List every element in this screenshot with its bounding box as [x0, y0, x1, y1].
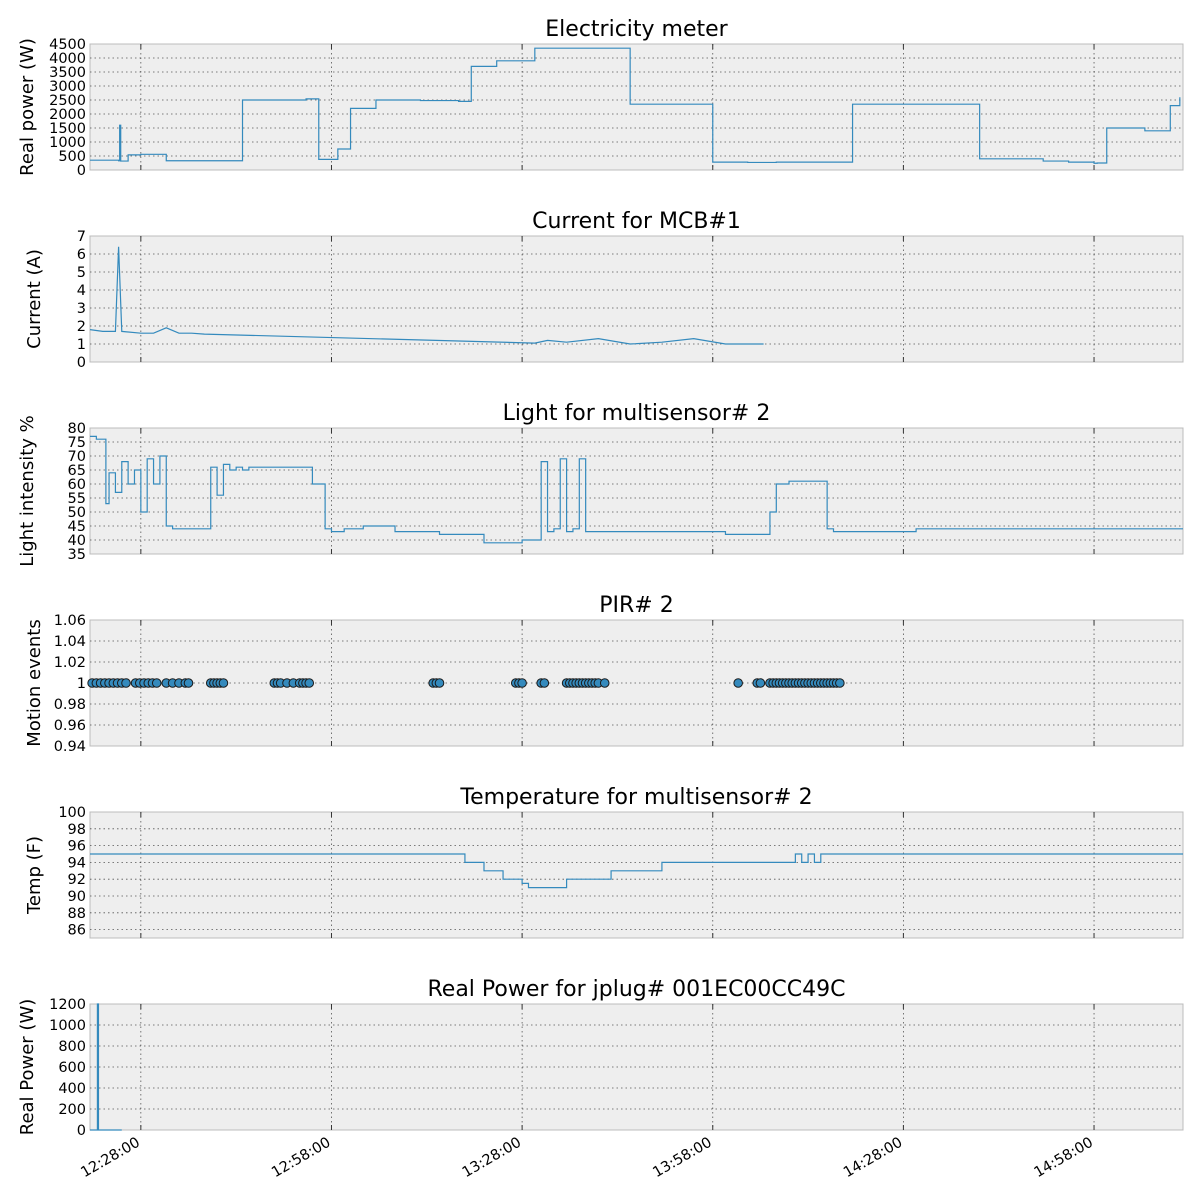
y-tick-label: 35	[68, 547, 86, 563]
series-line-light	[90, 435, 1183, 544]
panel-title-temp: Temperature for multisensor# 2	[459, 785, 812, 810]
y-tick-label: 400	[58, 1081, 86, 1097]
data-point	[183, 678, 194, 688]
y-tick-label: 600	[58, 1060, 86, 1076]
y-tick-label: 7	[77, 229, 86, 245]
y-tick-label: 100	[58, 805, 86, 821]
y-tick-label: 80	[68, 421, 86, 437]
plot-area-mcb	[89, 235, 1184, 363]
y-tick-label: 70	[68, 449, 86, 465]
x-tick-label: 13:58:00	[650, 1135, 714, 1181]
data-point	[151, 678, 162, 688]
y-tick-label: 6	[77, 247, 86, 263]
y-axis-label-temp: Temp (F)	[24, 836, 45, 915]
y-tick-label: 1200	[49, 997, 86, 1013]
y-tick-label: 60	[68, 477, 86, 493]
y-tick-label: 1000	[49, 1018, 86, 1034]
y-tick-label: 4000	[49, 51, 86, 67]
series-line-elec	[90, 47, 1181, 164]
plot-area-elec	[89, 43, 1184, 171]
y-tick-label: 1	[77, 676, 86, 692]
y-axis-label-light: Light intensity %	[17, 415, 38, 567]
y-tick-label: 75	[68, 435, 86, 451]
panel-jplug: 0 200 400 600 800 1000 1200 Real Power for jplu…	[17, 977, 1184, 1139]
y-tick-label: 2	[77, 319, 86, 335]
data-point	[218, 678, 229, 688]
data-point	[434, 678, 445, 688]
y-tick-label: 5	[77, 265, 86, 281]
y-tick-label: 86	[68, 923, 86, 939]
y-tick-label: 0	[77, 163, 86, 179]
data-point	[733, 678, 743, 688]
y-axis-label-jplug: Real Power (W)	[17, 999, 38, 1136]
series-line-temp	[90, 853, 1183, 889]
panel-title-mcb: Current for MCB#1	[532, 209, 741, 234]
plot-area-pir	[89, 619, 1184, 747]
y-tick-label: 1.02	[54, 655, 86, 671]
y-axis-label-mcb: Current (A)	[24, 249, 45, 349]
panel-title-elec: Electricity meter	[545, 17, 728, 42]
panel-mcb: 0 1 2 3 4 5 6 7 Current for MCB#1 Current (A)	[24, 209, 1184, 371]
y-tick-label: 0.98	[54, 697, 86, 713]
data-point	[835, 678, 845, 688]
panel-title-light: Light for multisensor# 2	[503, 401, 771, 426]
y-axis-label-elec: Real power (W)	[17, 38, 38, 176]
y-tick-label: 0.94	[54, 739, 86, 755]
y-tick-label: 90	[68, 889, 86, 905]
y-tick-label: 92	[68, 872, 86, 888]
x-tick-label: 14:58:00	[1032, 1135, 1096, 1181]
y-tick-label: 1.06	[54, 613, 86, 629]
y-tick-label: 2500	[49, 93, 86, 109]
data-point	[517, 678, 527, 688]
y-tick-label: 1500	[49, 121, 86, 137]
y-tick-label: 4500	[49, 37, 86, 53]
x-tick-label: 12:58:00	[269, 1135, 333, 1181]
x-axis: 12:28:00 12:58:00 13:28:00 13:58:00 14:28:00…	[78, 1135, 1096, 1181]
panel-pir: 0.94 0.96 0.98 1 1.02 1.04 1.06 PIR# 2 Motion ev…	[24, 593, 1184, 755]
y-tick-label: 200	[58, 1102, 86, 1118]
y-tick-label: 500	[58, 149, 86, 165]
y-tick-label: 3500	[49, 65, 86, 81]
y-tick-label: 0.96	[54, 718, 86, 734]
y-tick-label: 800	[58, 1039, 86, 1055]
series-line-jplug	[90, 1003, 122, 1131]
y-tick-label: 1	[77, 337, 86, 353]
x-tick-label: 14:28:00	[841, 1135, 905, 1181]
data-point	[599, 678, 610, 688]
y-tick-label: 65	[68, 463, 86, 479]
y-tick-label: 0	[77, 355, 86, 371]
plot-area-temp	[89, 811, 1184, 939]
data-point	[121, 678, 131, 688]
panel-title-jplug: Real Power for jplug# 001EC00CC49C	[427, 977, 845, 1002]
y-axis-label-pir: Motion events	[24, 619, 45, 746]
y-tick-label: 40	[68, 533, 86, 549]
plot-area-jplug	[89, 1003, 1184, 1131]
series-line-mcb	[89, 246, 764, 345]
y-tick-label: 96	[68, 839, 86, 855]
panel-title-pir: PIR# 2	[599, 593, 673, 618]
data-point	[304, 678, 315, 688]
y-tick-label: 2000	[49, 107, 86, 123]
y-tick-label: 55	[68, 491, 86, 507]
y-tick-label: 3	[77, 301, 86, 317]
y-tick-label: 0	[77, 1123, 86, 1139]
y-tick-label: 3000	[49, 79, 86, 95]
data-point	[539, 678, 550, 688]
y-tick-label: 4	[77, 283, 86, 299]
y-tick-label: 1.04	[54, 634, 86, 650]
y-tick-label: 1000	[49, 135, 86, 151]
y-tick-label: 94	[68, 855, 86, 871]
y-tick-label: 45	[68, 519, 86, 535]
plot-area-light	[89, 427, 1184, 555]
y-tick-label: 98	[68, 822, 86, 838]
y-tick-label: 50	[68, 505, 86, 521]
x-tick-label: 12:28:00	[78, 1135, 142, 1181]
x-tick-label: 13:28:00	[460, 1135, 524, 1181]
data-point	[755, 678, 766, 688]
y-tick-label: 88	[68, 906, 86, 922]
